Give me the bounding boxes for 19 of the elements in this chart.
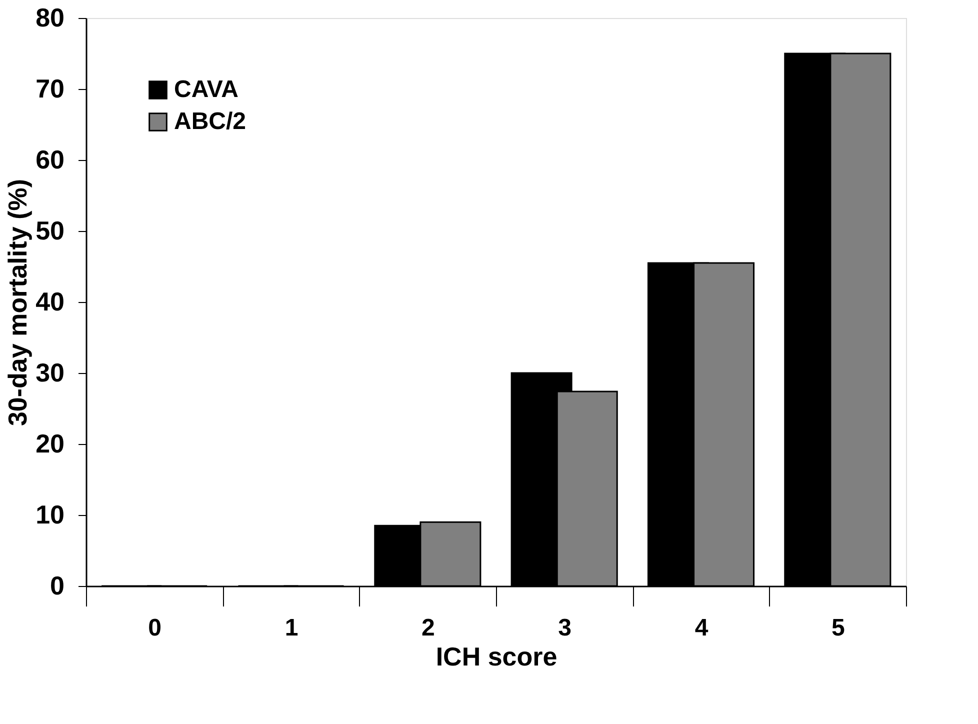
y-tick-label: 50 xyxy=(36,216,64,246)
y-tick-label: 80 xyxy=(36,2,64,32)
x-tick-label: 2 xyxy=(421,614,435,642)
x-tick-label: 0 xyxy=(148,614,162,642)
x-tick-label: 4 xyxy=(694,614,709,642)
y-tick-label: 70 xyxy=(36,74,64,104)
y-tick-label: 0 xyxy=(50,570,64,600)
x-tick-label: 1 xyxy=(284,614,298,642)
y-tick-label: 30 xyxy=(36,358,64,388)
legend-label: ABC/2 xyxy=(174,108,246,135)
y-axis-title: 30-day mortality (%) xyxy=(2,178,33,426)
x-tick-label: 3 xyxy=(558,614,572,642)
y-tick-label: 20 xyxy=(36,428,64,458)
x-tick-label: 5 xyxy=(831,614,845,642)
y-tick-label: 40 xyxy=(36,286,64,316)
y-tick-label: 60 xyxy=(36,144,64,174)
legend-label: CAVA xyxy=(174,76,238,103)
x-axis-title: ICH score xyxy=(436,642,558,672)
y-tick-label: 10 xyxy=(36,500,64,530)
